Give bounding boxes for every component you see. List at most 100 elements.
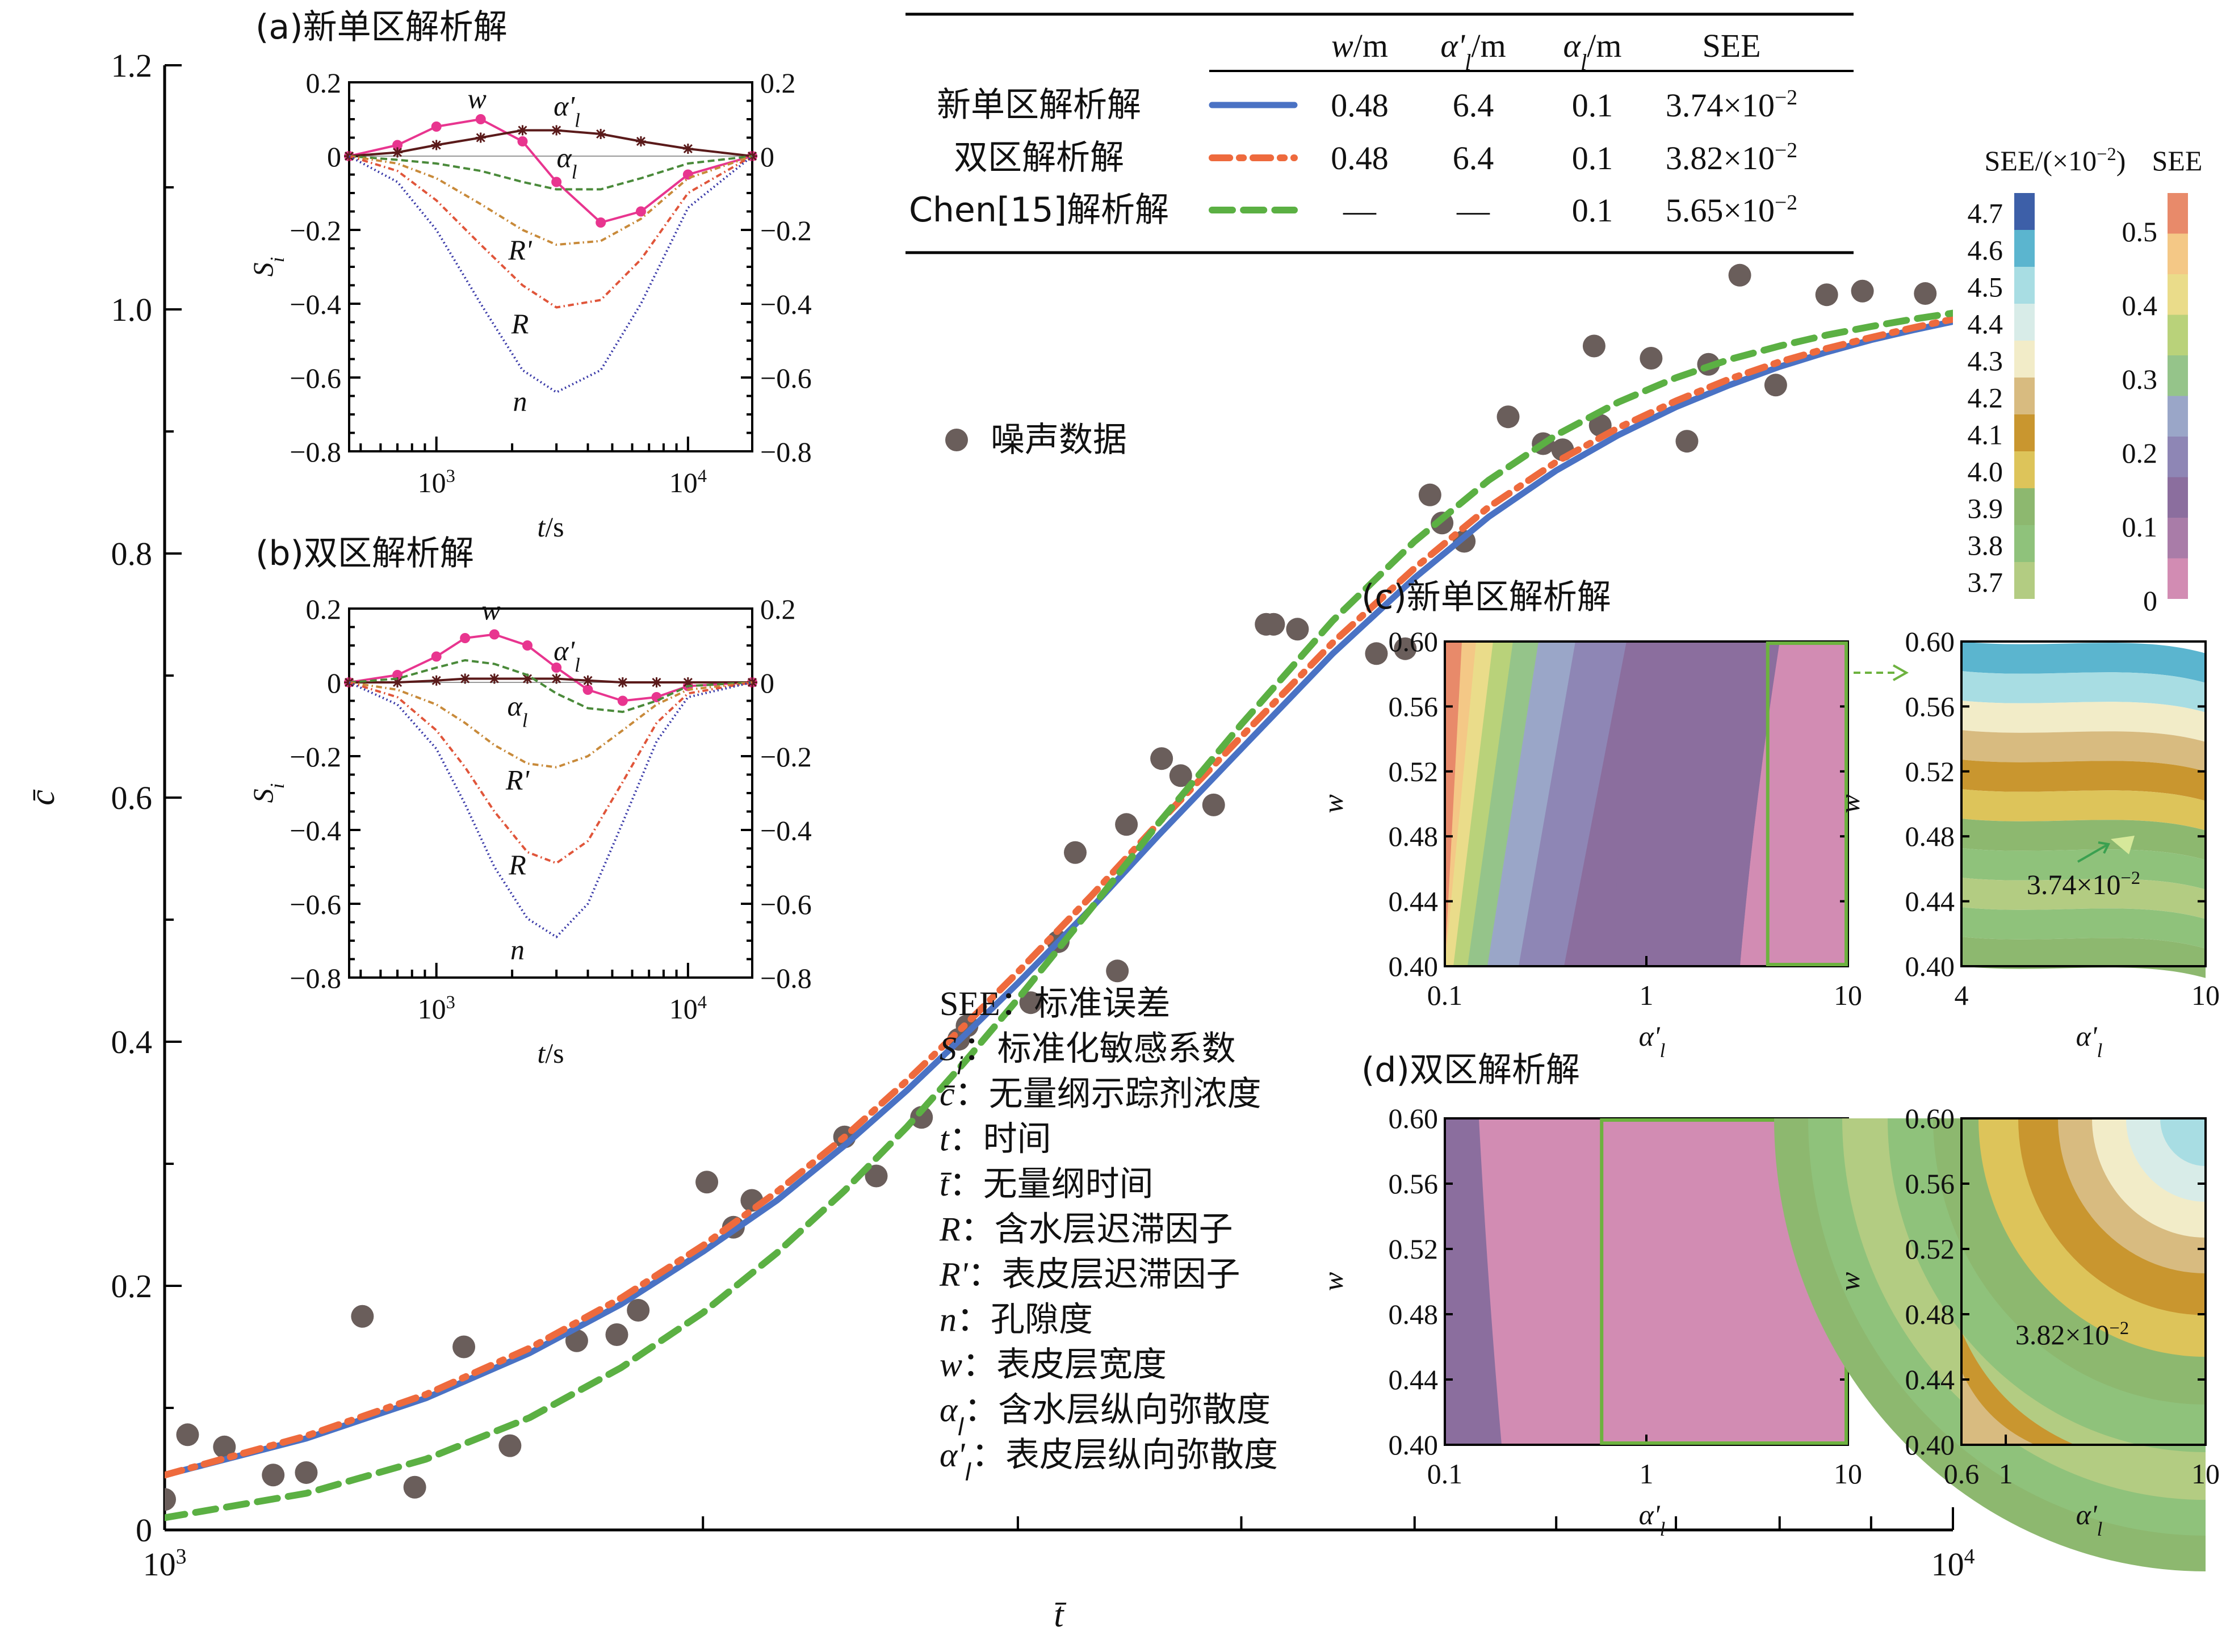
inset-x-tick-label: 103 bbox=[418, 992, 455, 1025]
glossary-entry: t：时间 bbox=[940, 1119, 1051, 1159]
colorbar-left-label: 3.9 bbox=[1968, 493, 2003, 525]
noise-data-point bbox=[605, 1323, 628, 1346]
noise-data-point bbox=[1640, 347, 1663, 370]
inset-y-tick-label-right: −0.4 bbox=[760, 288, 812, 320]
heatmap-title: (c)新单区解析解 bbox=[1361, 577, 1611, 617]
inset-y-tick-label-right: −0.4 bbox=[760, 815, 812, 846]
zoom-band bbox=[1961, 848, 2206, 890]
inset-marker-dot bbox=[392, 140, 403, 150]
inset-marker-star bbox=[460, 673, 471, 684]
inset-marker-dot bbox=[635, 206, 646, 217]
noise-data-point bbox=[695, 1171, 719, 1194]
heatmap-y-tick-label: 0.44 bbox=[1389, 886, 1439, 917]
heatmap-y-tick-label: 0.60 bbox=[1905, 1102, 1955, 1134]
inset-marker-dot bbox=[392, 670, 403, 680]
legend-row-label: 双区解析解 bbox=[954, 138, 1124, 178]
glossary-entry: R：含水层迟滞因子 bbox=[939, 1210, 1233, 1250]
noise-data-point bbox=[1496, 405, 1520, 429]
noise-data-point bbox=[176, 1423, 199, 1446]
inset-y-tick-label: −0.4 bbox=[290, 288, 341, 320]
noise-legend-label: 噪声数据 bbox=[991, 420, 1127, 460]
colorbar-right-swatch bbox=[2168, 437, 2188, 477]
colorbar-left-swatch bbox=[2014, 525, 2035, 562]
heatmap-annotation: 3.74×10−2 bbox=[2027, 868, 2140, 900]
inset-marker-star bbox=[431, 140, 442, 150]
inset-series-line bbox=[349, 633, 753, 702]
legend-cell: 0.1 bbox=[1572, 87, 1613, 124]
colorbar-left-label: 4.7 bbox=[1968, 198, 2003, 229]
inset-marker-dot bbox=[551, 663, 562, 673]
y-tick-label: 0.2 bbox=[111, 1268, 153, 1305]
inset-marker-dot bbox=[489, 629, 500, 640]
colorbar-right-swatch bbox=[2168, 355, 2188, 396]
inset-series-label: αl bbox=[507, 690, 527, 732]
inset-marker-star bbox=[392, 677, 403, 687]
inset-marker-star bbox=[431, 675, 442, 686]
colorbar-right-title: SEE bbox=[2152, 145, 2203, 177]
noise-data-point bbox=[1365, 642, 1388, 665]
colorbar-left-label: 4.6 bbox=[1968, 234, 2003, 266]
y-tick-label: 0.8 bbox=[111, 535, 153, 572]
noise-data-point bbox=[1019, 991, 1042, 1014]
heatmap-y-tick-label: 0.60 bbox=[1389, 626, 1439, 657]
heatmap-x-tick-label: 4 bbox=[1955, 979, 1969, 1011]
glossary-entry: w：表皮层宽度 bbox=[940, 1345, 1167, 1385]
heatmap-y-tick-label: 0.52 bbox=[1905, 1233, 1955, 1265]
glossary-entry: Si：标准化敏感系数 bbox=[940, 1029, 1236, 1080]
noise-data-point bbox=[1914, 282, 1937, 305]
inset-marker-dot bbox=[651, 692, 662, 702]
noise-data-point bbox=[1202, 793, 1225, 816]
legend-cell: 6.4 bbox=[1453, 87, 1494, 124]
colorbar-left-label: 4.1 bbox=[1968, 419, 2003, 451]
inset-series-label: n bbox=[510, 934, 525, 966]
inset-x-tick-label: 104 bbox=[669, 466, 707, 498]
legend-cell: 0.1 bbox=[1572, 140, 1613, 177]
heatmap-x-label: α'l bbox=[2076, 1020, 2103, 1062]
legend-cell: 6.4 bbox=[1453, 140, 1494, 177]
legend-cell: 0.48 bbox=[1331, 140, 1389, 177]
inset-marker-dot bbox=[596, 217, 606, 228]
heatmap-x-tick-label: 1 bbox=[1640, 1458, 1654, 1490]
heatmap-y-tick-label: 0.48 bbox=[1389, 820, 1439, 852]
heatmap-y-tick-label: 0.60 bbox=[1905, 626, 1955, 657]
colorbar-left-label: 3.8 bbox=[1968, 530, 2003, 561]
heatmap-x-label: α'l bbox=[2076, 1499, 2103, 1540]
legend-header: w/m bbox=[1331, 27, 1388, 64]
heatmap-y-tick-label: 0.40 bbox=[1905, 950, 1955, 982]
inset-series-label: R' bbox=[505, 764, 530, 796]
colorbar-right-label: 0.4 bbox=[2122, 290, 2158, 321]
noise-data-point bbox=[1286, 618, 1309, 641]
inset-marker-dot bbox=[460, 633, 471, 643]
inset-x-label: t/s bbox=[537, 1037, 564, 1069]
noise-data-point bbox=[351, 1305, 374, 1328]
inset-series-line bbox=[349, 659, 753, 713]
colorbar-right-swatch bbox=[2168, 396, 2188, 437]
heatmap-y-tick-label: 0.44 bbox=[1905, 1364, 1955, 1395]
heatmap-x-tick-label: 0.6 bbox=[1944, 1458, 1980, 1490]
glossary-entry: c̄：无量纲示踪剂浓度 bbox=[940, 1074, 1261, 1114]
noise-data-point bbox=[295, 1461, 318, 1484]
inset-title: (a)新单区解析解 bbox=[255, 7, 508, 47]
inset-series-line bbox=[349, 155, 753, 246]
inset-frame bbox=[348, 607, 753, 979]
colorbars: SEE/(×10−2) SEE 4.7 4.6 4.5 4.4 4.3 4.2 4.1 4.0 3.… bbox=[1968, 144, 2203, 617]
heatmap-annotation: 3.82×10−2 bbox=[2015, 1318, 2129, 1351]
noise-legend-marker bbox=[945, 429, 968, 451]
annotation-arrow bbox=[2077, 844, 2108, 863]
inset-series-label: α'l bbox=[554, 90, 580, 132]
noise-data-point bbox=[627, 1299, 650, 1322]
inset-y-tick-label: −0.8 bbox=[290, 436, 341, 468]
heatmap-y-label: w bbox=[1317, 794, 1349, 813]
inset-y-tick-label: 0.2 bbox=[306, 67, 342, 99]
colorbar-left-swatch bbox=[2014, 451, 2035, 488]
colorbar-left-swatch bbox=[2014, 341, 2035, 378]
colorbar-right-swatch bbox=[2168, 233, 2188, 274]
noise-data-point bbox=[1851, 279, 1874, 303]
zoom-band bbox=[1961, 907, 2206, 949]
inset-y-tick-label-right: 0 bbox=[760, 667, 774, 699]
colorbar-right-swatch bbox=[2168, 477, 2188, 518]
inset-y-label: Si bbox=[247, 257, 288, 277]
inset-y-tick-label-right: −0.2 bbox=[760, 215, 812, 246]
heatmap-x-tick-label: 10 bbox=[1834, 979, 1862, 1011]
